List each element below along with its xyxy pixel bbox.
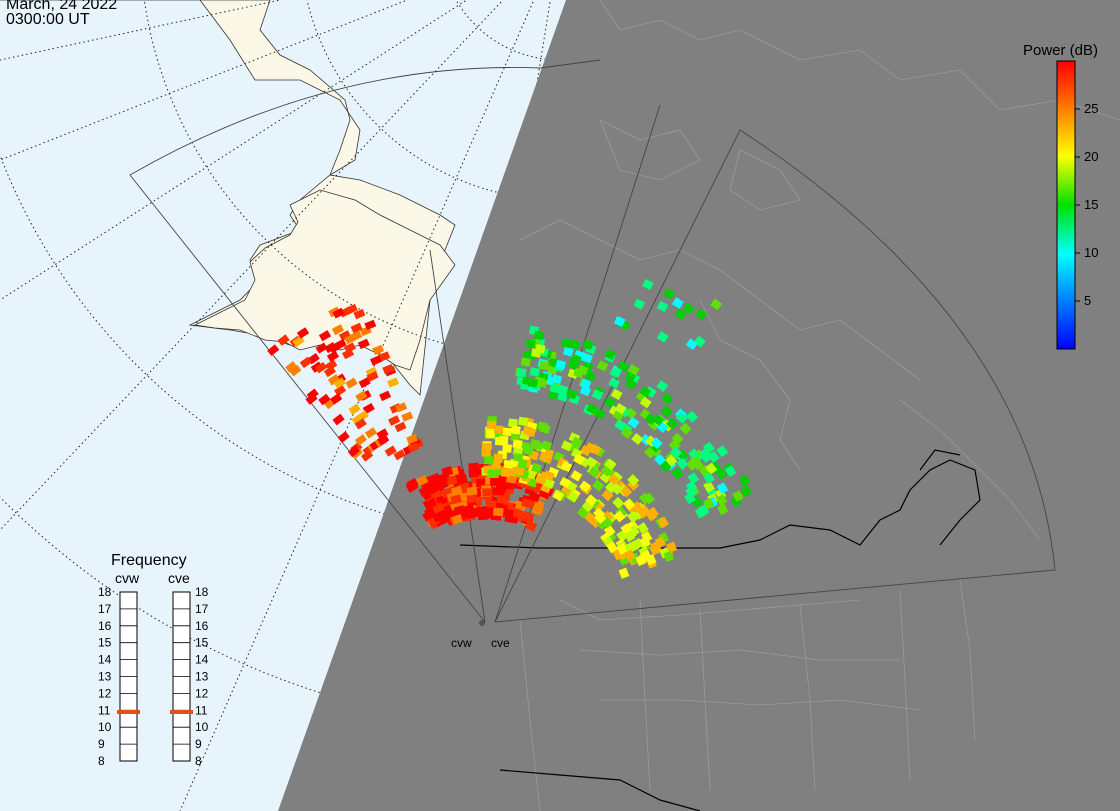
frequency-indicator bbox=[170, 709, 193, 714]
frequency-tick-label: 11 bbox=[98, 703, 111, 717]
frequency-tick-label: 13 bbox=[98, 670, 112, 684]
station-label-cvw: cvw bbox=[451, 636, 472, 650]
power-colorbar: Power (dB) 25 20 15 10 5 bbox=[1023, 42, 1098, 350]
frequency-tick-label: 9 bbox=[195, 737, 202, 751]
night-land-outlines bbox=[519, 0, 1120, 811]
colorbar-gradient bbox=[1056, 60, 1076, 350]
frequency-tick-label: 17 bbox=[195, 602, 209, 616]
header-date: March, 24 2022 bbox=[6, 0, 118, 13]
frequency-tick-label: 18 bbox=[98, 585, 112, 599]
frequency-tick-label: 10 bbox=[98, 720, 112, 734]
frequency-tick-label: 12 bbox=[98, 686, 112, 700]
station-label-cve: cve bbox=[491, 636, 510, 650]
timestamp-header: March, 24 2022 0300:00 UT bbox=[6, 0, 118, 28]
frequency-tick-label: 15 bbox=[195, 636, 209, 650]
national-borders bbox=[459, 449, 981, 811]
frequency-tick-label: 13 bbox=[195, 670, 209, 684]
radar-backscatter-cells bbox=[267, 278, 752, 579]
frequency-tick-label: 16 bbox=[195, 619, 209, 633]
station-markers: cvw cve bbox=[451, 620, 510, 650]
colorbar-title: Power (dB) bbox=[1023, 42, 1098, 59]
header-time: 0300:00 UT bbox=[6, 11, 90, 28]
night-terminator-region bbox=[278, 0, 1120, 811]
freq-radar-label-cve: cve bbox=[168, 570, 190, 586]
frequency-tick-label: 14 bbox=[195, 653, 209, 667]
frequency-tick-label: 11 bbox=[195, 703, 208, 717]
frequency-panel: Frequency cvw cve 18 17 16 15 14 13 12 11 10 9 8 18… bbox=[98, 552, 209, 768]
freq-radar-label-cvw: cvw bbox=[115, 570, 140, 586]
colorbar-tick-label: 5 bbox=[1084, 293, 1091, 308]
colorbar-tick-label: 20 bbox=[1084, 149, 1098, 164]
frequency-tick-label: 8 bbox=[98, 754, 105, 768]
colorbar-tick-label: 10 bbox=[1084, 245, 1098, 260]
frequency-tick-label: 15 bbox=[98, 636, 112, 650]
frequency-title: Frequency bbox=[111, 552, 187, 569]
frequency-tick-label: 14 bbox=[98, 653, 112, 667]
colorbar-tick-label: 25 bbox=[1084, 101, 1098, 116]
frequency-tick-label: 17 bbox=[98, 602, 112, 616]
frequency-tick-label: 16 bbox=[98, 619, 112, 633]
frequency-tick-label: 10 bbox=[195, 720, 209, 734]
frequency-tick-label: 18 bbox=[195, 585, 209, 599]
frequency-tick-label: 8 bbox=[195, 754, 202, 768]
frequency-tick-label: 9 bbox=[98, 737, 105, 751]
frequency-indicator bbox=[117, 709, 140, 714]
frequency-tick-label: 12 bbox=[195, 686, 209, 700]
colorbar-tick-label: 15 bbox=[1084, 197, 1098, 212]
station-marker-cvw bbox=[479, 620, 485, 626]
